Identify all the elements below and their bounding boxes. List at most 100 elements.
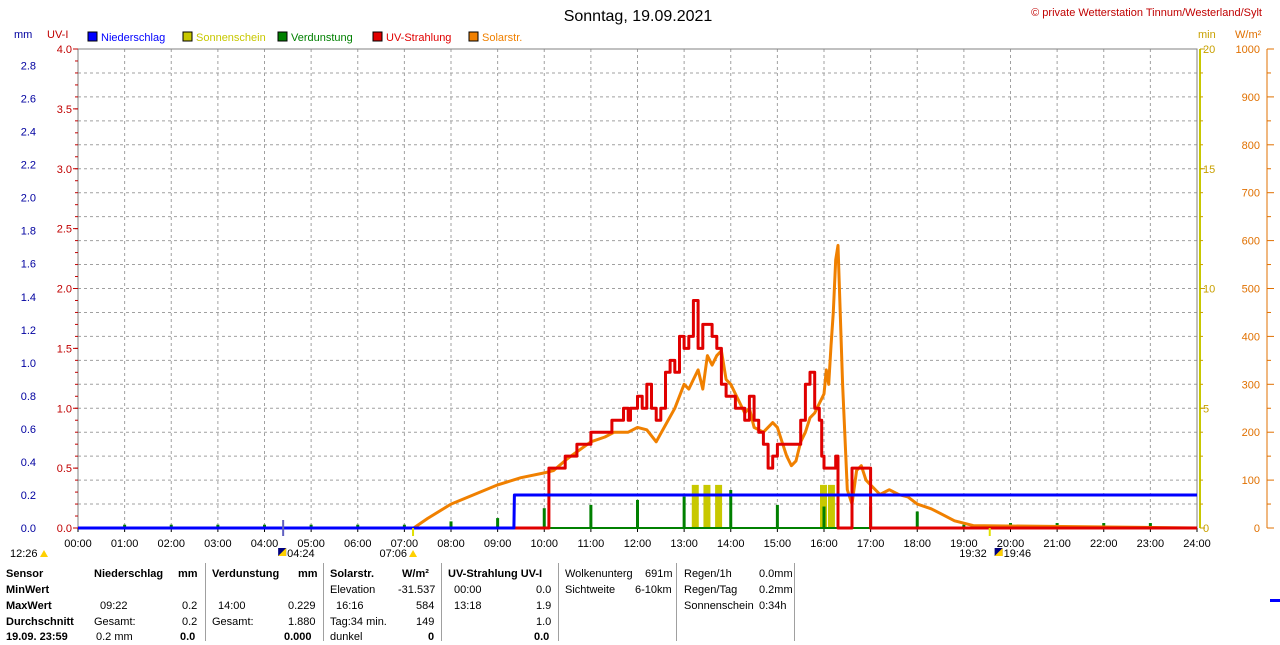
uvi-tick-label-6: 3.0 — [57, 164, 72, 176]
axes: 00:00 01:00 02:00 03:00 04:00 05:00 06:00 07:00… — [21, 44, 1274, 550]
x-tick-label-16: 16:00 — [810, 538, 838, 550]
x-tick-label-3: 03:00 — [204, 538, 232, 550]
mm-tick-label-1: 0.2 — [21, 490, 36, 502]
x-tick-label-11: 11:00 — [578, 538, 605, 550]
stats-durchschnitt-label: Durchschnitt — [6, 616, 74, 628]
sunset-icon-sun — [994, 548, 1003, 556]
legend-swatch-2 — [277, 31, 288, 42]
x-tick-label-17: 17:00 — [857, 538, 885, 550]
civil-dawn-icon — [409, 550, 418, 557]
stats-minwert-label: MinWert — [6, 584, 50, 596]
wm2-tick-label-2: 200 — [1242, 427, 1260, 439]
niederschlag-total-value: 0.2 — [182, 616, 198, 628]
niederschlag-last-label: 0.2 mm — [96, 631, 133, 643]
solar-max-value: 584 — [416, 600, 435, 612]
regen1h-label: Regen/1h — [684, 568, 732, 580]
wm2-tick-label-6: 600 — [1242, 236, 1260, 248]
verdunstung-total-value: 1.880 — [288, 616, 316, 628]
niederschlag-unit: mm — [178, 568, 198, 580]
niederschlag-head: Niederschlag — [94, 568, 164, 580]
stats-col-verdunstung: Verdunstung mm 14:00 0.229 Gesamt: 1.880 0.… — [206, 563, 324, 643]
min-axis-label: min — [1198, 29, 1216, 41]
wm2-tick-label-10: 1000 — [1236, 44, 1260, 56]
copyright-note: © private Wetterstation Tinnum/Westerlan… — [1031, 7, 1262, 19]
min-tick-label-2: 10 — [1203, 284, 1215, 296]
wm2-tick-label-3: 300 — [1242, 379, 1260, 391]
niederschlag-max-value: 0.2 — [182, 600, 198, 612]
chart-title: Sonntag, 19.09.2021 — [564, 8, 713, 25]
stats-last-time: 19.09. 23:59 — [6, 631, 68, 643]
solar-last-value: 0 — [428, 631, 435, 643]
verdunstung-max-time: 14:00 — [218, 600, 246, 612]
civil-dusk-label: 19:32 — [959, 548, 987, 560]
uvi-tick-label-2: 1.0 — [57, 403, 72, 415]
regen1h-value: 0.0mm — [759, 568, 793, 580]
legend-label-0: Niederschlag — [101, 32, 165, 44]
x-tick-label-4: 04:00 — [251, 538, 279, 550]
sunshine-bar-3 — [820, 484, 827, 528]
mm-tick-label-7: 1.4 — [21, 292, 36, 304]
min-tick-label-0: 0 — [1203, 523, 1209, 535]
stats-col-sicht: Wolkenunterg 691m Sichtweite 6-10km — [559, 563, 677, 641]
x-tick-label-18: 18:00 — [903, 538, 931, 550]
mm-tick-label-8: 1.6 — [21, 259, 36, 271]
wm2-tick-label-8: 800 — [1242, 140, 1260, 152]
legend-swatch-1 — [182, 31, 193, 42]
mm-tick-label-12: 2.4 — [21, 127, 36, 139]
regentag-label: Regen/Tag — [684, 584, 738, 596]
mm-tick-label-2: 0.4 — [21, 457, 36, 469]
series-line-niederschlag — [78, 493, 1197, 530]
x-tick-label-5: 05:00 — [297, 538, 325, 550]
x-tick-label-1: 01:00 — [111, 538, 139, 550]
x-tick-label-21: 21:00 — [1043, 538, 1071, 550]
sicht-value: 6-10km — [635, 584, 672, 596]
verdunstung-total-label: Gesamt: — [212, 616, 254, 628]
sunrise-icon-sun — [278, 548, 287, 556]
blue-scroll-marker — [1270, 599, 1280, 602]
uv-head: UV-Strahlung UV-I — [448, 568, 543, 580]
legend-label-4: Solarstr. — [482, 32, 522, 44]
x-tick-label-23: 23:00 — [1137, 538, 1165, 550]
solar-head: Solarstr. — [330, 568, 375, 580]
weather-chart: Sonntag, 19.09.2021 © private Wetterstat… — [10, 7, 1274, 560]
verdunstung-max-value: 0.229 — [288, 600, 316, 612]
uvi-tick-label-4: 2.0 — [57, 284, 72, 296]
mm-tick-label-3: 0.6 — [21, 424, 36, 436]
series — [78, 243, 1198, 530]
stats-col-sensor: Sensor MinWert MaxWert Durchschnitt 19.0… — [6, 563, 90, 643]
sunshine-bar-0 — [691, 484, 699, 528]
solar-elevation-value: -31.537 — [398, 584, 436, 596]
verdunstung-last-value: 0.000 — [284, 631, 312, 643]
verdunstung-unit: mm — [298, 568, 318, 580]
x-tick-label-10: 10:00 — [530, 538, 558, 550]
x-tick-label-2: 02:00 — [157, 538, 185, 550]
uvi-tick-label-1: 0.5 — [57, 463, 72, 475]
uv-min-time: 00:00 — [454, 584, 482, 596]
niederschlag-max-time: 09:22 — [100, 600, 128, 612]
wm2-tick-label-0: 0 — [1254, 523, 1260, 535]
wm2-tick-label-7: 700 — [1242, 188, 1260, 200]
x-tick-label-14: 14:00 — [717, 538, 745, 550]
stats-col-solar: Solarstr. W/m² Elevation -31.537 16:16 584 … — [324, 563, 442, 643]
legend-label-2: Verdunstung — [291, 32, 353, 44]
mm-tick-label-4: 0.8 — [21, 391, 36, 403]
x-tick-label-13: 13:00 — [670, 538, 698, 550]
moonrise-label: 12:26 — [10, 548, 38, 560]
uv-avg-value: 1.0 — [536, 616, 552, 628]
wolken-label: Wolkenunterg — [565, 568, 633, 580]
wm2-tick-label-4: 400 — [1242, 331, 1260, 343]
x-tick-label-24: 24:00 — [1183, 538, 1211, 550]
wm2-tick-label-1: 100 — [1242, 475, 1260, 487]
sunshine-bar-1 — [703, 484, 711, 528]
uvi-axis-label: UV-I — [47, 29, 68, 41]
uv-max-value: 1.9 — [536, 600, 552, 612]
wm2-tick-label-9: 900 — [1242, 92, 1260, 104]
legend-label-1: Sonnenschein — [196, 32, 266, 44]
uvi-tick-label-3: 1.5 — [57, 343, 72, 355]
legend-swatch-3 — [372, 31, 383, 42]
mm-axis-label: mm — [14, 29, 32, 41]
uvi-tick-label-7: 3.5 — [57, 104, 72, 116]
min-tick-label-4: 20 — [1203, 44, 1215, 56]
sonnenschein-value: 0:34h — [759, 600, 787, 612]
sicht-label: Sichtweite — [565, 584, 616, 596]
